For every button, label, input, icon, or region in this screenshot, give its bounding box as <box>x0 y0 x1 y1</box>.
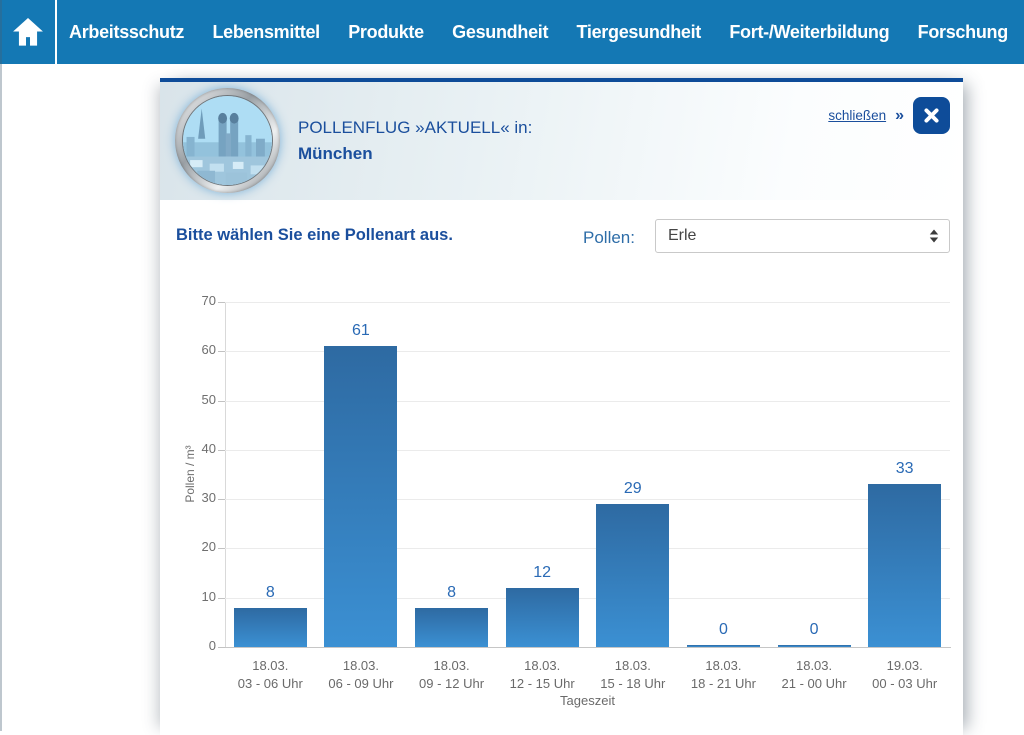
nav-home-button[interactable] <box>0 0 57 64</box>
nav-item-forschung[interactable]: Forschung <box>917 21 1009 42</box>
x-category-time: 15 - 18 Uhr <box>600 676 666 691</box>
pollen-select[interactable]: Erle <box>655 219 950 253</box>
nav-item-tiergesundheit[interactable]: Tiergesundheit <box>576 21 702 42</box>
chart-gridline <box>225 351 950 353</box>
chevrons-right-icon: » <box>895 106 904 124</box>
munich-skyline-badge <box>175 88 280 193</box>
y-tick-mark <box>218 499 225 501</box>
home-icon <box>12 18 43 46</box>
y-tick-label: 30 <box>201 490 216 506</box>
pollen-panel: POLLENFLUG »AKTUELL« in: München schließ… <box>160 78 963 735</box>
prompt-text: Bitte wählen Sie eine Pollenart aus. <box>176 226 453 244</box>
y-tick-label: 70 <box>201 293 216 308</box>
chart-bar <box>777 645 851 647</box>
nav-item-arbeitsschutz[interactable]: Arbeitsschutz <box>69 21 185 42</box>
y-tick-label: 0 <box>208 638 216 653</box>
nav-items: Arbeitsschutz Lebensmittel Produkte Gesundh… <box>57 0 1024 64</box>
chart-bar <box>415 607 489 647</box>
pollen-select-value: Erle <box>668 227 697 244</box>
nav-item-gesundheit[interactable]: Gesundheit <box>452 21 549 42</box>
y-tick-mark <box>218 400 225 402</box>
chart-bar <box>686 645 760 647</box>
x-category-time: 00 - 03 Uhr <box>872 676 938 691</box>
chart-gridline <box>225 548 950 550</box>
close-row: schließen » <box>828 97 950 134</box>
close-link[interactable]: schließen <box>828 108 887 123</box>
bar-value-label: 33 <box>895 460 914 478</box>
panel-city: München <box>298 144 373 163</box>
x-category-date: 18.03. <box>252 658 289 673</box>
bar-value-label: 8 <box>265 583 275 601</box>
x-category-date: 18.03. <box>705 658 742 673</box>
y-tick-mark <box>218 351 225 353</box>
chart-bar <box>505 587 579 647</box>
x-category-date: 18.03. <box>795 658 833 673</box>
chart-bar <box>596 504 670 647</box>
nav-item-produkte[interactable]: Produkte <box>348 21 424 42</box>
chart-gridline <box>225 302 950 303</box>
chart-gridline <box>225 449 950 451</box>
x-category-date: 18.03. <box>342 658 380 673</box>
y-tick-label: 60 <box>201 342 216 358</box>
y-tick-mark <box>218 647 225 648</box>
panel-title: POLLENFLUG »AKTUELL« in: <box>298 118 533 137</box>
y-tick-mark <box>218 548 225 550</box>
bar-value-label: 0 <box>718 621 728 638</box>
bar-value-label: 8 <box>447 583 457 601</box>
panel-header: POLLENFLUG »AKTUELL« in: München schließ… <box>160 82 963 200</box>
y-axis-label: Pollen / m³ <box>183 445 197 503</box>
y-tick-label: 40 <box>201 440 216 456</box>
y-axis-line <box>225 302 226 647</box>
close-icon <box>924 108 939 123</box>
bar-value-label: 0 <box>809 621 819 638</box>
x-category-date: 18.03. <box>433 658 470 673</box>
x-category-date: 18.03. <box>614 658 651 673</box>
bar-value-label: 12 <box>533 563 552 581</box>
chart-bar <box>868 484 942 647</box>
x-category-time: 09 - 12 Uhr <box>419 676 485 691</box>
y-tick-mark <box>218 449 225 451</box>
nav-item-lebensmittel[interactable]: Lebensmittel <box>212 21 320 42</box>
y-tick-mark <box>218 302 225 303</box>
bar-value-label: 29 <box>623 480 642 498</box>
top-nav: Arbeitsschutz Lebensmittel Produkte Gesundh… <box>0 0 1024 64</box>
x-category-time: 03 - 06 Uhr <box>237 676 303 691</box>
y-tick-label: 50 <box>201 391 216 407</box>
x-axis-label: Tageszeit <box>560 693 615 708</box>
close-button[interactable] <box>913 97 950 134</box>
nav-item-fort-weiterbildung[interactable]: Fort-/Weiterbildung <box>729 21 890 42</box>
x-category-time: 18 - 21 Uhr <box>690 676 756 691</box>
bar-value-label: 61 <box>352 322 370 340</box>
y-tick-label: 20 <box>201 539 216 555</box>
pollen-label: Pollen: <box>583 228 635 247</box>
x-category-date: 18.03. <box>524 658 561 673</box>
x-axis-line <box>225 647 951 648</box>
updown-arrows-icon <box>929 229 939 243</box>
chart-gridline <box>225 499 950 501</box>
munich-skyline-image <box>182 95 273 186</box>
x-category-date: 19.03. <box>886 658 923 673</box>
x-category-time: 12 - 15 Uhr <box>509 676 575 691</box>
chart-gridline <box>225 597 950 599</box>
chart-gridline <box>225 400 950 402</box>
x-category-time: 21 - 00 Uhr <box>781 676 847 691</box>
x-category-time: 06 - 09 Uhr <box>328 676 394 691</box>
chart-bar <box>233 607 307 647</box>
y-tick-mark <box>218 597 225 599</box>
chart-bar <box>324 346 398 647</box>
y-tick-label: 10 <box>201 588 216 604</box>
